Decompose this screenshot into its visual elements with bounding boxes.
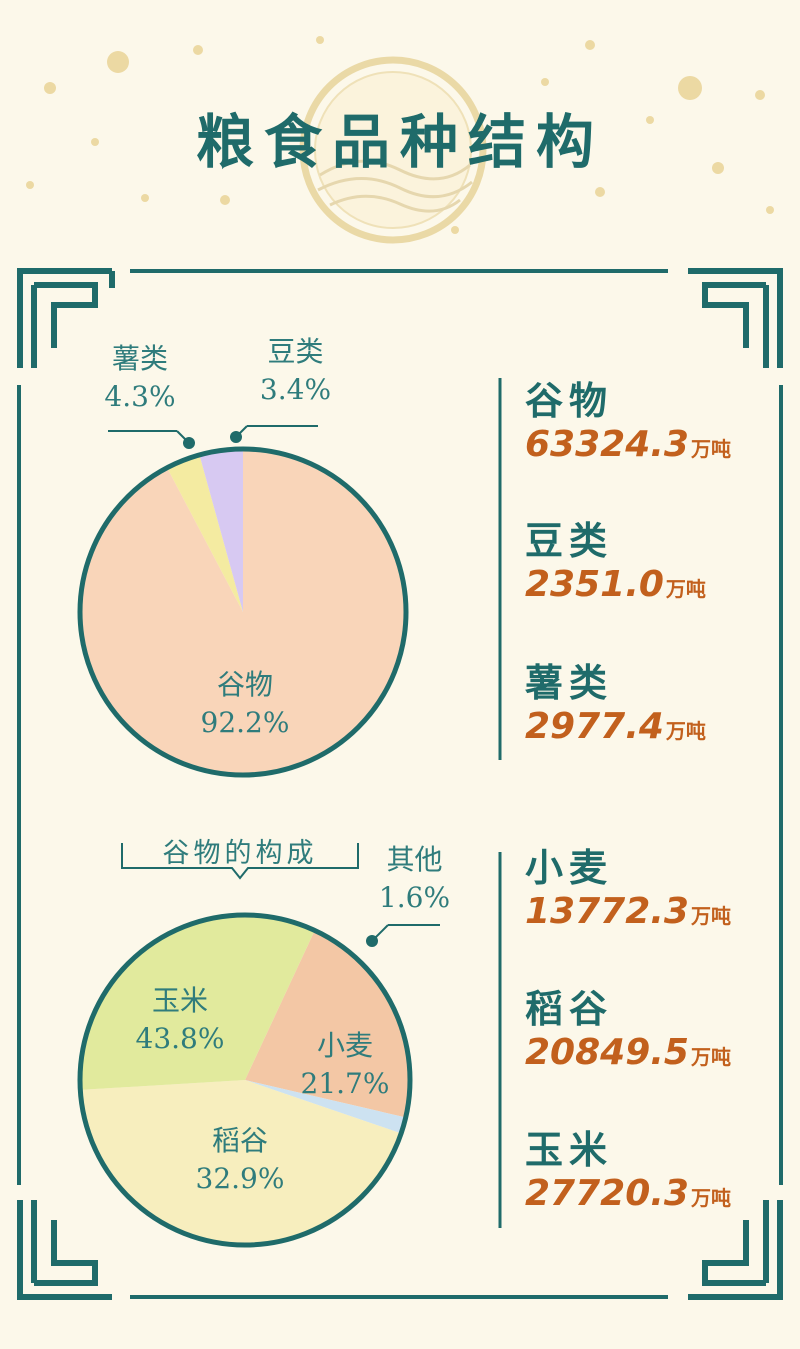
pie-label-cereal: 谷物 92.2% bbox=[185, 666, 305, 742]
pie-label-corn: 玉米 43.8% bbox=[125, 982, 235, 1058]
pie-slice-谷物 bbox=[82, 451, 405, 774]
pie-slice-薯类 bbox=[199, 451, 243, 612]
title-medallion bbox=[299, 56, 487, 244]
item-value: 27720.3 万吨 bbox=[525, 1173, 731, 1214]
tonnage-tubers: 薯类 2977.4 万吨 bbox=[525, 660, 795, 752]
pie-slice-豆类 bbox=[168, 456, 243, 612]
slice-percent: 32.9% bbox=[195, 1162, 285, 1195]
tonnage-beans: 豆类 2351.0 万吨 bbox=[525, 518, 795, 610]
leader-dot-beans bbox=[230, 431, 242, 443]
tonnage-cereal: 谷物 63324.3 万吨 bbox=[525, 378, 795, 470]
pie-slice-稻谷 bbox=[82, 917, 314, 1090]
pie-label-wheat: 小麦 21.7% bbox=[290, 1027, 400, 1103]
item-name: 小麦 bbox=[525, 845, 614, 890]
slice-name: 薯类 bbox=[111, 342, 168, 375]
slice-name: 豆类 bbox=[267, 335, 324, 368]
pie-slice-小麦 bbox=[245, 932, 408, 1117]
slice-name: 其他 bbox=[386, 843, 443, 876]
pie-border bbox=[77, 912, 413, 1248]
corner-ornaments bbox=[17, 268, 783, 1300]
slice-percent: 21.7% bbox=[300, 1067, 390, 1100]
pie-label-beans: 豆类 3.4% bbox=[248, 333, 343, 409]
pie-slice-其他 bbox=[245, 1080, 404, 1133]
subtitle-brace bbox=[121, 843, 359, 880]
item-name: 薯类 bbox=[525, 660, 614, 705]
pie-label-rice: 稻谷 32.9% bbox=[185, 1122, 295, 1198]
pie-label-other: 其他 1.6% bbox=[367, 841, 462, 917]
slice-percent: 4.3% bbox=[104, 380, 176, 413]
pie-chart-cereal bbox=[77, 912, 440, 1248]
item-name: 豆类 bbox=[525, 518, 614, 563]
tonnage-wheat: 小麦 13772.3 万吨 bbox=[525, 845, 795, 937]
slice-percent: 3.4% bbox=[259, 373, 332, 406]
slice-percent: 43.8% bbox=[135, 1022, 225, 1055]
item-value: 2977.4 万吨 bbox=[525, 706, 706, 747]
pie-border bbox=[77, 446, 409, 778]
frame bbox=[17, 269, 783, 1299]
pie-chart-grain bbox=[77, 425, 409, 778]
slice-name: 玉米 bbox=[151, 984, 208, 1017]
item-name: 谷物 bbox=[525, 378, 614, 423]
leader-dot-other bbox=[366, 935, 378, 947]
slice-percent: 92.2% bbox=[200, 706, 290, 739]
slice-percent: 1.6% bbox=[378, 881, 451, 914]
cereal-composition-title: 谷物的构成 bbox=[162, 838, 318, 869]
gold-dots bbox=[26, 36, 774, 234]
pie-label-tubers: 薯类 4.3% bbox=[95, 340, 185, 416]
item-value: 20849.5 万吨 bbox=[525, 1032, 731, 1073]
item-name: 玉米 bbox=[525, 1127, 614, 1172]
item-value: 2351.0 万吨 bbox=[525, 564, 706, 605]
page-title: 粮食品种结构 bbox=[195, 108, 604, 176]
pie-slice-玉米 bbox=[82, 1080, 400, 1243]
item-value: 13772.3 万吨 bbox=[525, 891, 731, 932]
leader-dot-tubers bbox=[183, 437, 195, 449]
slice-name: 小麦 bbox=[316, 1029, 373, 1062]
item-name: 稻谷 bbox=[525, 986, 614, 1031]
item-value: 63324.3 万吨 bbox=[525, 424, 731, 465]
slice-name: 谷物 bbox=[216, 668, 273, 701]
slice-name: 稻谷 bbox=[211, 1124, 268, 1157]
tonnage-corn: 玉米 27720.3 万吨 bbox=[525, 1127, 795, 1219]
tonnage-rice: 稻谷 20849.5 万吨 bbox=[525, 986, 795, 1078]
